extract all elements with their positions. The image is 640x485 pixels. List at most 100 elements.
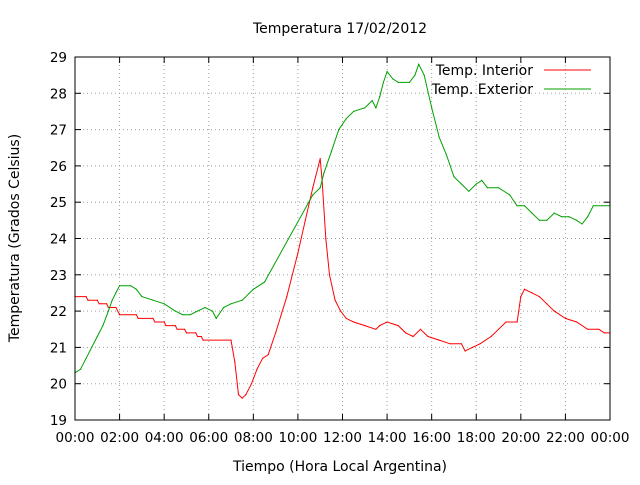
data-point: [154, 321, 156, 323]
data-point: [182, 314, 184, 316]
series-layer: [74, 63, 611, 399]
data-point: [230, 339, 232, 341]
x-tick-label: 10:00: [278, 430, 317, 446]
legend-label: Temp. Exterior: [431, 82, 534, 98]
data-point: [464, 350, 466, 352]
data-point: [119, 314, 121, 316]
data-point: [202, 339, 204, 341]
y-tick-label: 20: [50, 377, 67, 393]
data-point: [345, 317, 347, 319]
data-point: [184, 328, 186, 330]
data-point: [516, 321, 518, 323]
data-point: [204, 306, 206, 309]
x-tick-label: 02:00: [100, 430, 139, 446]
data-point: [237, 394, 240, 396]
data-point: [328, 274, 331, 276]
data-point: [431, 107, 433, 109]
data-point: [176, 328, 178, 330]
data-point: [568, 216, 570, 218]
data-point: [379, 325, 381, 327]
data-point: [531, 212, 533, 214]
data-point: [312, 187, 314, 189]
data-point: [85, 357, 87, 359]
data-point: [252, 288, 254, 290]
data-point: [163, 303, 165, 305]
data-point: [230, 303, 232, 305]
data-point: [200, 335, 202, 338]
data-point: [375, 328, 377, 330]
data-point: [375, 107, 377, 109]
data-point: [427, 335, 429, 338]
x-tick-label: 18:00: [457, 430, 496, 446]
data-point: [197, 310, 199, 312]
y-tick-label: 23: [50, 268, 67, 284]
x-tick-label: 22:00: [546, 430, 585, 446]
data-point: [453, 176, 455, 178]
data-point: [438, 339, 440, 341]
data-point: [87, 299, 89, 301]
data-point: [364, 107, 366, 109]
y-tick-label: 26: [50, 159, 67, 175]
y-tick-label: 29: [50, 50, 67, 66]
data-point: [241, 397, 243, 399]
data-point: [475, 183, 477, 185]
y-tick-label: 28: [50, 86, 67, 102]
data-point: [195, 332, 197, 334]
data-point: [319, 158, 321, 160]
data-point: [353, 321, 355, 323]
x-tick-label: 00:00: [591, 430, 630, 446]
y-tick-label: 24: [50, 232, 67, 248]
data-point: [245, 394, 247, 396]
data-point: [215, 317, 217, 319]
data-point: [497, 187, 500, 189]
data-point: [414, 74, 416, 76]
data-point: [371, 100, 373, 102]
data-point: [386, 321, 388, 323]
data-point: [405, 332, 407, 334]
data-point: [174, 325, 176, 327]
data-point: [479, 343, 481, 345]
data-point: [419, 328, 422, 330]
data-point: [460, 183, 462, 185]
data-point: [397, 325, 399, 327]
data-point: [262, 357, 264, 359]
data-point: [111, 299, 113, 301]
data-point: [135, 288, 137, 290]
data-point: [592, 205, 594, 207]
data-point: [250, 383, 253, 385]
data-point: [497, 328, 500, 330]
data-point: [564, 317, 567, 319]
data-point: [267, 354, 269, 356]
data-point: [471, 346, 474, 348]
y-tick-label: 27: [50, 123, 67, 139]
data-point: [468, 190, 470, 192]
data-point: [386, 70, 388, 73]
data-point: [152, 299, 154, 301]
x-axis-ticks: 00:00 02:00 04:00 06:00 08:00 10:00 12:00 14:00…: [56, 57, 630, 446]
x-tick-label: 08:00: [234, 430, 273, 446]
data-point: [234, 361, 236, 363]
data-point: [587, 328, 589, 330]
data-point: [325, 237, 327, 240]
data-point: [353, 110, 355, 112]
data-point: [102, 325, 104, 327]
data-point: [297, 252, 299, 254]
data-point: [382, 81, 384, 83]
data-point: [553, 310, 555, 312]
data-point: [91, 346, 93, 348]
data-point: [223, 306, 225, 309]
data-point: [412, 335, 414, 338]
legend-label: Temp. Interior: [435, 63, 534, 79]
data-point: [509, 194, 511, 196]
data-point: [486, 187, 488, 189]
data-point: [418, 63, 420, 65]
x-tick-label: 14:00: [368, 430, 407, 446]
data-point: [449, 343, 451, 345]
y-tick-label: 25: [50, 195, 67, 211]
data-point: [319, 187, 321, 189]
data-point: [256, 368, 258, 370]
data-point: [516, 205, 518, 207]
data-point: [397, 81, 399, 83]
data-point: [211, 310, 214, 312]
data-point: [490, 335, 492, 338]
